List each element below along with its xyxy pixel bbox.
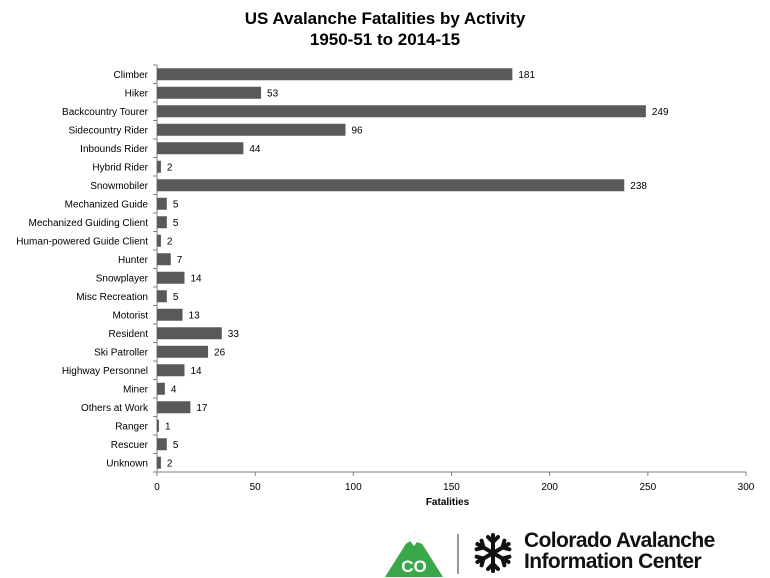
data-label: 4 [171,384,177,395]
snowflake-icon [474,533,512,573]
bar [157,68,513,81]
x-axis-title: Fatalities [426,497,470,508]
data-label: 17 [196,403,208,414]
org-name: Colorado Avalanche Information Center [524,530,715,572]
x-tick-label: 150 [443,482,460,493]
data-label: 7 [177,255,183,266]
data-label: 181 [518,70,535,81]
bar [157,419,159,432]
bar [157,123,346,136]
category-label: Hiker [125,88,149,99]
category-label: Backcountry Tourer [62,107,149,118]
data-label: 96 [351,125,363,136]
data-label: 2 [167,458,173,469]
data-label: 44 [249,144,261,155]
chart-title-block: US Avalanche Fatalities by Activity 1950… [0,8,770,50]
bar [157,308,183,321]
category-label: Others at Work [81,403,149,414]
footer-divider [457,534,459,574]
category-label: Sidecountry Rider [69,125,149,136]
data-label: 249 [652,107,669,118]
data-label: 33 [228,329,240,340]
category-label: Hybrid Rider [92,162,148,173]
category-label: Unknown [106,458,148,469]
data-label: 5 [173,292,179,303]
category-label: Resident [109,329,149,340]
bar [157,382,165,395]
colorado-logo-icon: CO [385,531,443,577]
chart-subtitle: 1950-51 to 2014-15 [309,30,461,49]
data-label: 2 [167,236,173,247]
bar [157,327,222,340]
category-label: Mechanized Guiding Client [28,218,148,229]
data-label: 5 [173,440,179,451]
data-label: 26 [214,347,226,358]
bar [157,160,161,173]
bar [157,456,161,469]
category-label: Misc Recreation [76,292,148,303]
x-tick-label: 50 [250,482,262,493]
footer-branding: CO Colorado Avalanche Information Center [384,528,770,578]
category-label: Highway Personnel [62,366,148,377]
category-label: Human-powered Guide Client [16,236,148,247]
category-label: Ranger [115,421,148,432]
bar [157,345,209,358]
bar [157,105,646,118]
bar [157,438,167,451]
data-label: 1 [165,421,171,432]
bar [157,234,161,247]
data-label: 5 [173,218,179,229]
data-label: 53 [267,88,279,99]
data-label: 14 [190,273,202,284]
logo-text: CO [401,557,427,576]
data-label: 5 [173,199,179,210]
bar [157,86,262,99]
category-label: Ski Patroller [94,347,149,358]
bar-chart: 0 50 100 150 200 250 300 Fatalities Climber 181 Hi… [16,64,755,508]
x-tick-label: 250 [639,482,656,493]
category-label: Rescuer [111,440,149,451]
bar [157,271,185,284]
bar [157,253,171,266]
category-label: Hunter [118,255,149,266]
bar [157,401,191,414]
bar [157,364,185,377]
category-label: Mechanized Guide [65,199,149,210]
bar [157,216,167,229]
bar [157,290,167,303]
category-label: Snowmobiler [90,181,148,192]
x-tick-label: 100 [345,482,362,493]
category-label: Snowplayer [96,273,149,284]
org-name-line1: Colorado Avalanche [524,529,715,552]
data-label: 2 [167,162,173,173]
org-name-line2: Information Center [524,550,702,573]
data-label: 14 [190,366,202,377]
category-label: Miner [123,384,149,395]
bar [157,142,244,155]
bar [157,197,167,210]
category-label: Climber [114,70,149,81]
bar [157,179,625,192]
chart-title: US Avalanche Fatalities by Activity [244,9,526,28]
data-label: 238 [630,181,647,192]
category-label: Inbounds Rider [80,144,148,155]
x-tick-label: 200 [541,482,558,493]
x-tick-label: 0 [154,482,160,493]
category-label: Motorist [112,310,148,321]
data-label: 13 [189,310,201,321]
x-tick-label: 300 [738,482,755,493]
